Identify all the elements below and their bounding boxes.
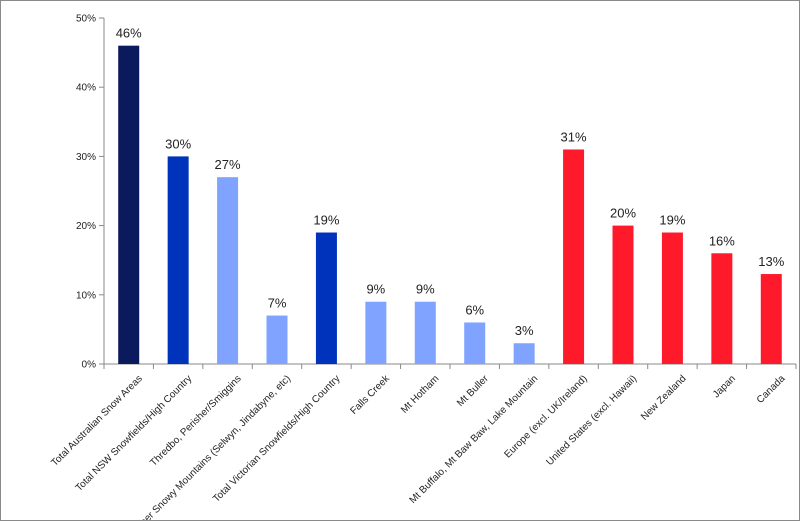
category-label: Total Australian Snow Areas xyxy=(49,373,144,468)
data-label: 6% xyxy=(465,302,484,317)
bar xyxy=(711,253,733,364)
data-label: 9% xyxy=(366,282,385,297)
data-label: 16% xyxy=(709,233,735,248)
y-tick-label: 20% xyxy=(76,221,96,232)
data-label: 3% xyxy=(515,323,534,338)
category-label: Japan xyxy=(711,373,738,400)
category-label: Thredbo, Perisher/Smiggins xyxy=(148,373,243,468)
category-label: Mt Hotham xyxy=(399,373,441,415)
data-label: 30% xyxy=(165,136,191,151)
category-label: Europe (excl. UK/Ireland) xyxy=(503,373,590,460)
bar xyxy=(612,225,634,364)
category-label: New Zealand xyxy=(639,373,688,422)
bar xyxy=(464,322,486,364)
data-label: 19% xyxy=(313,213,339,228)
data-label: 31% xyxy=(561,129,587,144)
bar xyxy=(563,149,585,364)
category-label: Falls Creek xyxy=(348,373,392,417)
category-label: Mt Buller xyxy=(455,373,491,409)
y-axis: 0% 10% 20% 30% 40% 50% xyxy=(76,14,105,371)
x-axis xyxy=(103,363,797,369)
bars xyxy=(118,45,782,365)
bar xyxy=(365,301,387,364)
category-label: Canada xyxy=(755,373,788,406)
data-labels: 46% 30% 27% 7% 19% 9% 9% 6% 3% 31% 20% 19% 16% 13% xyxy=(116,26,785,339)
bar xyxy=(661,232,683,364)
y-tick-label: 10% xyxy=(76,290,96,301)
bar xyxy=(315,232,337,364)
bar xyxy=(118,45,140,365)
data-label: 20% xyxy=(610,206,636,221)
bar xyxy=(167,156,189,364)
bar xyxy=(266,315,288,364)
category-label: United States (excl. Hawaii) xyxy=(544,373,639,468)
y-tick-label: 30% xyxy=(76,152,96,163)
y-tick-label: 40% xyxy=(76,83,96,94)
y-tick-label: 50% xyxy=(76,14,96,25)
bar xyxy=(414,301,436,364)
data-label: 13% xyxy=(758,254,784,269)
data-label: 27% xyxy=(215,157,241,172)
data-label: 9% xyxy=(416,282,435,297)
bar xyxy=(760,274,782,364)
bar xyxy=(513,343,535,364)
data-label: 19% xyxy=(659,213,685,228)
data-label: 46% xyxy=(116,26,142,41)
bar xyxy=(217,177,239,364)
y-tick-label: 0% xyxy=(82,360,97,371)
data-label: 7% xyxy=(268,296,287,311)
